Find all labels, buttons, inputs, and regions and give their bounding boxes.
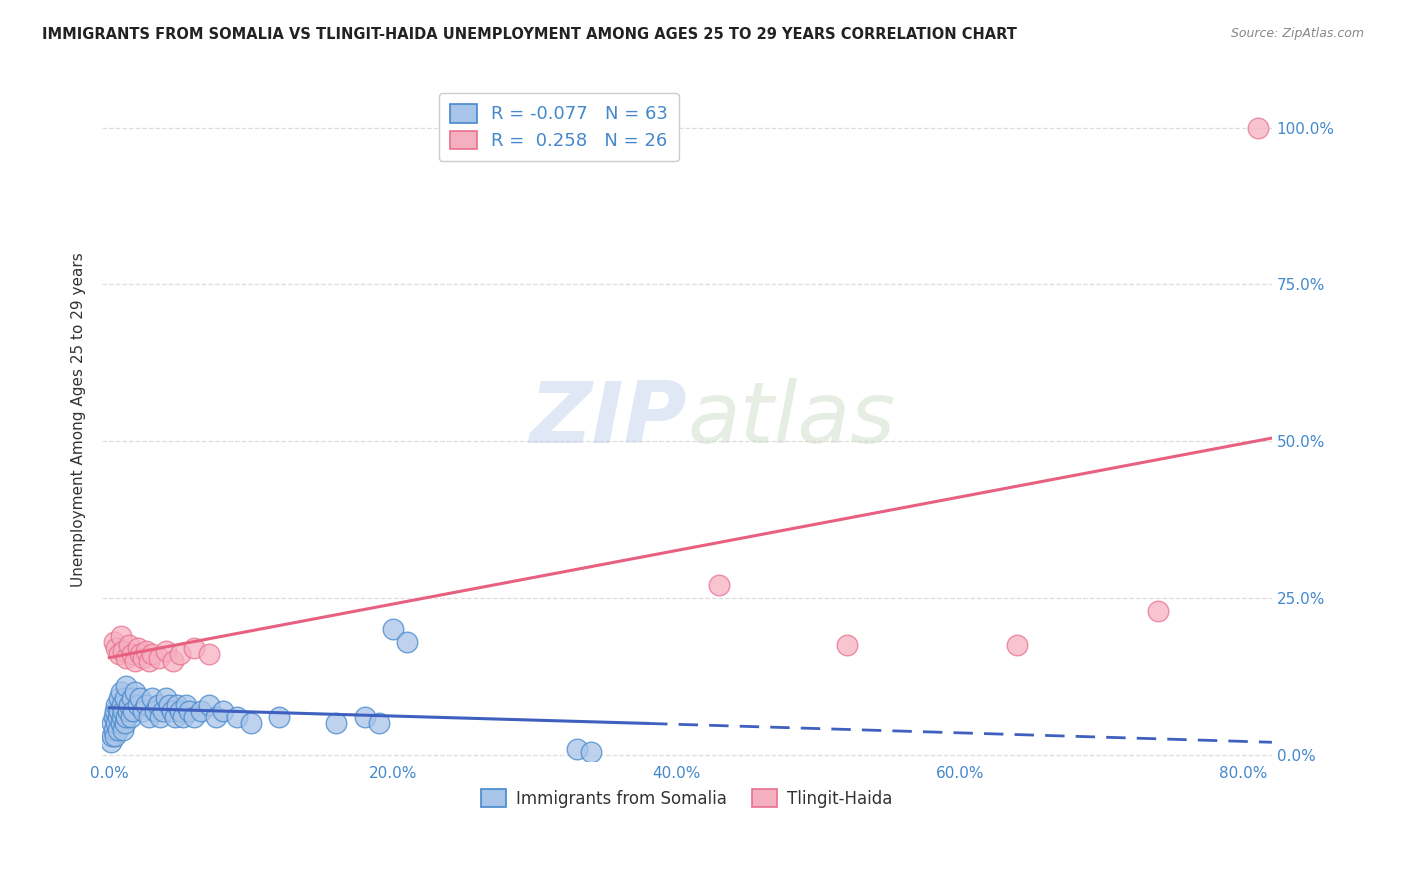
Legend: Immigrants from Somalia, Tlingit-Haida: Immigrants from Somalia, Tlingit-Haida xyxy=(475,783,900,814)
Point xyxy=(143,704,166,718)
Point xyxy=(169,704,191,718)
Point xyxy=(166,698,188,712)
Point xyxy=(107,723,129,737)
Point xyxy=(138,710,160,724)
Point xyxy=(160,704,183,718)
Text: Source: ZipAtlas.com: Source: ZipAtlas.com xyxy=(1230,27,1364,40)
Point xyxy=(567,741,589,756)
Point xyxy=(353,710,375,724)
Point xyxy=(269,710,291,724)
Point xyxy=(190,704,212,718)
Text: atlas: atlas xyxy=(688,377,896,461)
Point xyxy=(111,698,134,712)
Point xyxy=(707,578,730,592)
Point xyxy=(121,691,143,706)
Point xyxy=(149,710,172,724)
Point xyxy=(124,685,146,699)
Point xyxy=(155,644,177,658)
Point xyxy=(132,704,155,718)
Point xyxy=(124,654,146,668)
Point xyxy=(105,641,128,656)
Point xyxy=(104,704,127,718)
Point xyxy=(104,729,127,743)
Point xyxy=(169,648,191,662)
Point xyxy=(112,644,135,658)
Point xyxy=(141,691,163,706)
Point xyxy=(148,650,170,665)
Point xyxy=(118,638,141,652)
Point xyxy=(101,729,124,743)
Text: ZIP: ZIP xyxy=(530,377,688,461)
Point xyxy=(120,710,142,724)
Point xyxy=(127,698,149,712)
Point xyxy=(110,716,132,731)
Point xyxy=(183,641,205,656)
Point xyxy=(122,704,145,718)
Point xyxy=(157,698,180,712)
Point xyxy=(114,716,136,731)
Point xyxy=(177,704,200,718)
Point xyxy=(103,723,125,737)
Point xyxy=(163,710,186,724)
Point xyxy=(108,691,131,706)
Point xyxy=(204,710,226,724)
Point xyxy=(146,698,169,712)
Point xyxy=(162,654,184,668)
Point xyxy=(115,650,138,665)
Point xyxy=(101,716,124,731)
Point xyxy=(141,648,163,662)
Point xyxy=(100,735,122,749)
Point xyxy=(132,650,155,665)
Point xyxy=(135,644,157,658)
Point xyxy=(183,710,205,724)
Point xyxy=(367,716,389,731)
Point xyxy=(118,698,141,712)
Point xyxy=(325,716,347,731)
Point xyxy=(121,648,143,662)
Point xyxy=(240,716,263,731)
Point xyxy=(197,648,219,662)
Point xyxy=(138,654,160,668)
Point xyxy=(110,629,132,643)
Point xyxy=(396,635,419,649)
Point xyxy=(1147,603,1170,617)
Point xyxy=(107,710,129,724)
Point xyxy=(115,710,138,724)
Point xyxy=(155,691,177,706)
Point xyxy=(225,710,247,724)
Point xyxy=(835,638,858,652)
Point xyxy=(108,648,131,662)
Point xyxy=(135,698,157,712)
Point xyxy=(129,691,152,706)
Point xyxy=(381,623,404,637)
Point xyxy=(1005,638,1028,652)
Point xyxy=(581,745,603,759)
Point xyxy=(103,635,125,649)
Point xyxy=(1247,120,1270,135)
Y-axis label: Unemployment Among Ages 25 to 29 years: Unemployment Among Ages 25 to 29 years xyxy=(72,252,86,587)
Point xyxy=(174,698,197,712)
Point xyxy=(103,710,125,724)
Point xyxy=(110,685,132,699)
Text: IMMIGRANTS FROM SOMALIA VS TLINGIT-HAIDA UNEMPLOYMENT AMONG AGES 25 TO 29 YEARS : IMMIGRANTS FROM SOMALIA VS TLINGIT-HAIDA… xyxy=(42,27,1017,42)
Point xyxy=(117,704,139,718)
Point xyxy=(127,641,149,656)
Point xyxy=(112,704,135,718)
Point xyxy=(114,691,136,706)
Point xyxy=(152,704,174,718)
Point xyxy=(197,698,219,712)
Point xyxy=(211,704,233,718)
Point xyxy=(112,723,135,737)
Point xyxy=(115,679,138,693)
Point xyxy=(129,648,152,662)
Point xyxy=(105,698,128,712)
Point xyxy=(172,710,194,724)
Point xyxy=(111,710,134,724)
Point xyxy=(108,704,131,718)
Point xyxy=(105,716,128,731)
